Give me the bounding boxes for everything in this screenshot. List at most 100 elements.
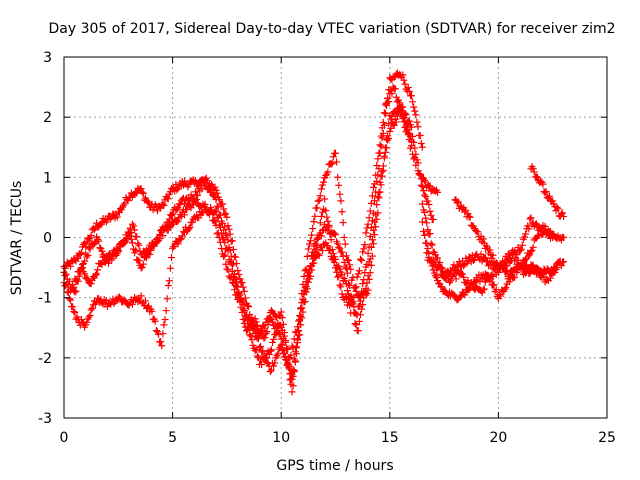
- data-point: [329, 250, 337, 258]
- data-point: [138, 263, 146, 271]
- data-point: [514, 256, 522, 264]
- data-point: [81, 257, 89, 265]
- data-point: [252, 318, 260, 326]
- data-point: [365, 275, 373, 283]
- y-axis-label: SDTVAR / TECUs: [9, 181, 25, 296]
- data-point: [397, 105, 405, 113]
- x-tick-label: 0: [60, 430, 69, 446]
- data-point: [228, 278, 236, 286]
- data-point: [322, 172, 330, 180]
- data-point: [72, 277, 80, 285]
- data-point: [186, 223, 194, 231]
- data-point: [211, 218, 219, 226]
- data-point: [461, 208, 469, 216]
- data-point: [161, 316, 169, 324]
- data-point: [242, 327, 250, 335]
- data-point: [266, 315, 274, 323]
- data-point: [367, 243, 375, 251]
- data-point: [333, 268, 341, 276]
- data-point: [287, 351, 295, 359]
- data-point: [297, 312, 305, 320]
- data-point: [424, 244, 432, 252]
- x-axis-label: GPS time / hours: [276, 458, 393, 474]
- data-point: [429, 256, 437, 264]
- data-point: [287, 369, 295, 377]
- data-point: [258, 348, 266, 356]
- data-point: [249, 323, 257, 331]
- data-point: [292, 343, 300, 351]
- data-point: [332, 264, 339, 272]
- data-point: [216, 224, 224, 232]
- data-point: [160, 321, 168, 329]
- data-point: [359, 301, 367, 309]
- data-point: [280, 349, 288, 357]
- data-point: [533, 232, 541, 240]
- data-point: [148, 307, 156, 315]
- data-point: [410, 155, 418, 163]
- data-point: [211, 183, 219, 191]
- data-point: [172, 180, 180, 188]
- data-point: [352, 283, 360, 291]
- data-point: [303, 252, 311, 260]
- data-point: [137, 185, 145, 193]
- data-point: [327, 236, 335, 244]
- data-point: [411, 154, 419, 162]
- data-point: [518, 241, 526, 249]
- data-point: [362, 229, 370, 237]
- data-point: [173, 218, 181, 226]
- data-point: [103, 216, 111, 224]
- data-point: [288, 370, 296, 378]
- data-point: [348, 298, 356, 306]
- data-point: [341, 263, 349, 271]
- data-point: [432, 273, 440, 281]
- data-point: [314, 197, 322, 205]
- data-point: [400, 76, 408, 84]
- data-point: [178, 232, 186, 240]
- data-point: [278, 340, 286, 348]
- data-point: [298, 304, 306, 312]
- data-point: [300, 290, 308, 298]
- series-track-1: [60, 69, 426, 383]
- data-point: [318, 247, 326, 255]
- data-point: [98, 247, 106, 255]
- data-point: [252, 346, 260, 354]
- data-point: [293, 323, 301, 331]
- data-point: [223, 231, 231, 239]
- data-point: [276, 330, 284, 338]
- data-point: [282, 353, 290, 361]
- data-point: [423, 239, 431, 247]
- data-point: [333, 158, 341, 166]
- data-point: [320, 178, 328, 186]
- data-point: [160, 201, 168, 209]
- data-point: [310, 252, 318, 260]
- data-point: [128, 300, 136, 308]
- data-point: [314, 234, 322, 242]
- data-point: [284, 345, 292, 353]
- data-point: [278, 326, 286, 334]
- data-point: [560, 234, 568, 241]
- data-point: [261, 324, 269, 332]
- data-point: [220, 205, 228, 213]
- data-point: [461, 291, 469, 299]
- data-point: [539, 270, 547, 278]
- data-point: [73, 275, 81, 283]
- data-point: [323, 213, 331, 221]
- data-point: [421, 208, 429, 216]
- data-point: [345, 280, 353, 288]
- data-point: [91, 271, 99, 279]
- data-point: [399, 111, 407, 119]
- data-point: [289, 366, 297, 374]
- data-point: [265, 316, 273, 324]
- data-point: [187, 191, 195, 199]
- data-point: [94, 266, 102, 274]
- data-point: [392, 118, 400, 126]
- series-track-8: [451, 196, 568, 273]
- data-point: [410, 103, 418, 111]
- data-point: [360, 294, 368, 302]
- data-point: [321, 195, 329, 203]
- data-point: [212, 221, 220, 229]
- data-point: [71, 256, 79, 264]
- data-point: [479, 235, 487, 243]
- data-point: [159, 200, 167, 208]
